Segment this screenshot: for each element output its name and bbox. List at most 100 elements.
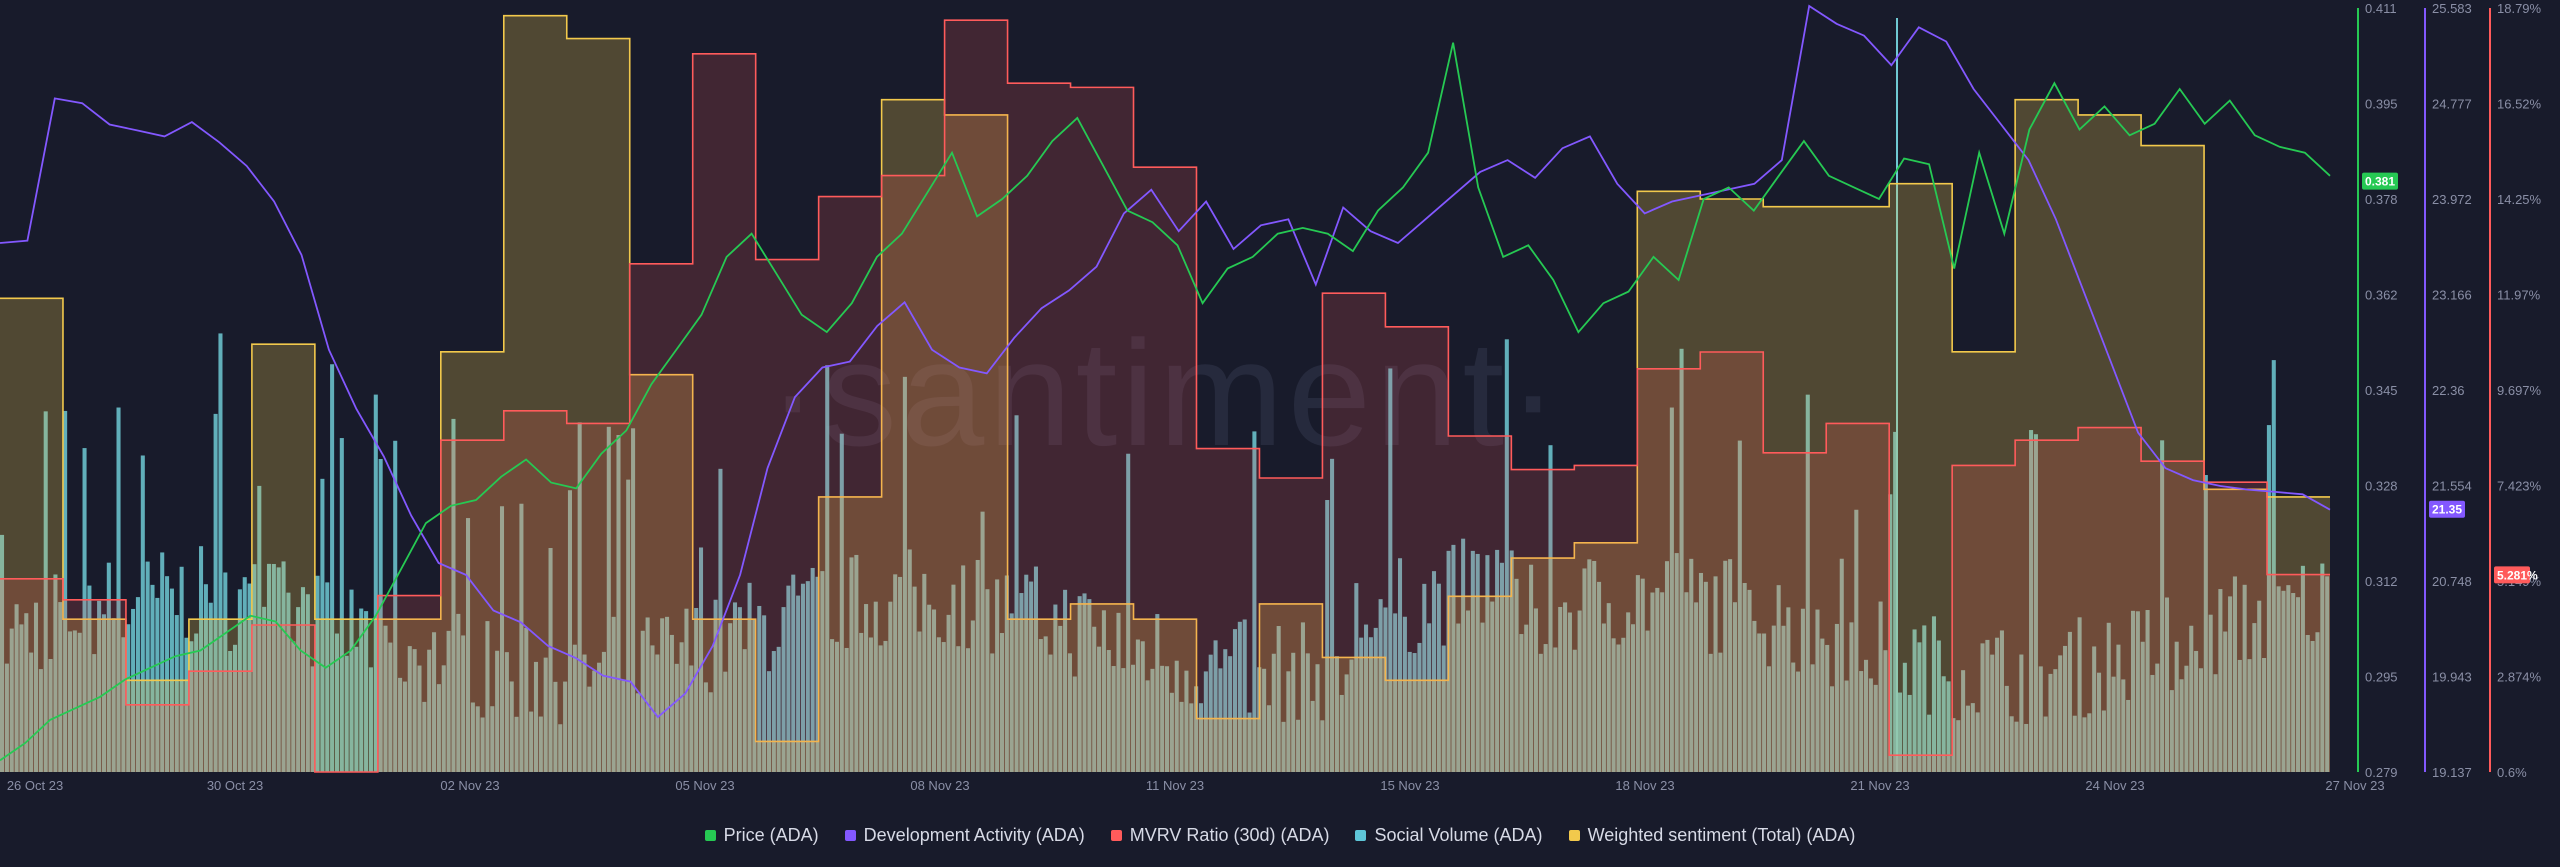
social-volume-bar	[1660, 592, 1665, 772]
social-volume-bar	[2262, 658, 2267, 772]
social-volume-bar	[1844, 680, 1849, 772]
price-current-badge-bg	[2362, 172, 2398, 190]
social-volume-bar	[1300, 622, 1305, 772]
social-volume-bar	[1504, 339, 1509, 772]
social-volume-bar	[1655, 587, 1660, 772]
social-volume-bar	[368, 667, 373, 772]
social-volume-bar	[820, 571, 825, 772]
social-volume-bar	[2155, 663, 2160, 772]
legend-label-weighted-sentiment: Weighted sentiment (Total) (ADA)	[1587, 824, 1856, 845]
social-volume-bar	[354, 646, 359, 772]
social-volume-bar	[1553, 647, 1558, 772]
social-volume-bar	[1524, 624, 1529, 772]
social-volume-bar	[1286, 671, 1291, 772]
price-line	[0, 42, 2331, 762]
legend-label-social-volume: Social Volume (ADA)	[1374, 824, 1543, 845]
social-volume-bar	[1703, 581, 1708, 772]
social-volume-bar	[266, 563, 272, 772]
legend-item-mvrv[interactable]: MVRV Ratio (30d) (ADA)	[1110, 825, 1329, 846]
social-volume-bar	[956, 646, 961, 772]
social-volume-bar	[786, 585, 791, 772]
social-volume-bar	[1951, 718, 1956, 772]
social-volume-bar	[2024, 723, 2029, 772]
social-volume-bar	[2067, 631, 2072, 772]
social-volume-bar	[1495, 549, 1500, 772]
y-tick-label-mvrv: 7.423%	[2497, 479, 2542, 494]
social-volume-bar	[1019, 593, 1024, 772]
y-tick-label-mvrv: 2.874%	[2497, 670, 2542, 685]
social-volume-bar	[1033, 566, 1038, 772]
social-volume-bar	[553, 681, 558, 772]
legend-item-price[interactable]: Price (ADA)	[704, 824, 819, 846]
social-volume-bar	[1315, 664, 1320, 772]
social-volume-bar	[1189, 703, 1194, 772]
social-volume-bar	[1878, 601, 1883, 772]
social-volume-bar	[1859, 671, 1864, 772]
social-volume-bar	[732, 602, 738, 772]
social-volume-bar	[1864, 659, 1869, 772]
social-volume-bar	[1752, 620, 1757, 772]
social-volume-bar	[674, 663, 679, 772]
social-volume-bar	[2169, 690, 2174, 772]
chart-legend: Price (ADA) Development Activity (ADA) M…	[0, 820, 2560, 850]
social-volume-bar	[1029, 581, 1034, 772]
social-volume-bar	[1868, 678, 1873, 772]
y-tick-label-price: 0.378	[2365, 192, 2398, 207]
social-volume-bar	[2043, 716, 2048, 772]
y-tick-label-mvrv: 16.52%	[2497, 97, 2542, 112]
social-volume-bar	[2004, 685, 2009, 772]
social-volume-bar	[1917, 642, 1922, 772]
social-volume-bar	[1436, 583, 1441, 772]
y-tick-label-mvrv: 0.6%	[2497, 765, 2527, 780]
social-volume-bar	[1373, 627, 1378, 772]
social-volume-bar	[1291, 652, 1296, 772]
legend-label-price: Price (ADA)	[723, 824, 819, 845]
social-volume-bar	[33, 602, 39, 772]
social-volume-bar	[1931, 616, 1937, 772]
social-volume-bar	[2033, 434, 2038, 772]
social-volume-bar	[310, 666, 315, 772]
social-volume-bar	[174, 615, 179, 772]
y-tick-label-dev_activity: 23.972	[2432, 192, 2472, 207]
social-volume-bar	[932, 609, 937, 772]
social-volume-bar	[558, 724, 563, 772]
social-volume-bar	[1985, 639, 1990, 772]
social-volume-bar	[1631, 624, 1636, 772]
social-volume-bar	[1266, 705, 1271, 772]
watermark: ·santiment·	[768, 309, 1562, 477]
social-volume-bar	[839, 433, 844, 772]
social-volume-bar	[1325, 500, 1330, 772]
social-volume-bar	[495, 650, 500, 772]
social-volume-bar	[1766, 666, 1771, 772]
social-volume-bar	[2082, 717, 2087, 772]
social-volume-bar	[1698, 572, 1704, 772]
social-volume-bar	[247, 583, 252, 772]
legend-item-weighted-sentiment[interactable]: Weighted sentiment (Total) (ADA)	[1568, 824, 1856, 846]
social-volume-bar	[1839, 558, 1844, 772]
social-volume-bar	[1820, 638, 1825, 772]
social-volume-bar	[1208, 654, 1213, 772]
social-volume-bar	[1014, 415, 1019, 772]
social-volume-bar	[1548, 445, 1553, 772]
social-volume-bar	[868, 637, 873, 772]
social-volume-bar	[1009, 613, 1014, 772]
social-volume-bar	[359, 608, 364, 772]
social-volume-bar	[1145, 680, 1150, 772]
social-volume-bar	[1490, 601, 1495, 772]
legend-item-dev-activity[interactable]: Development Activity (ADA)	[844, 825, 1085, 846]
social-volume-bar	[1218, 668, 1223, 772]
social-volume-bar	[1422, 583, 1427, 772]
social-volume-bar	[689, 665, 694, 772]
social-volume-bar	[378, 459, 383, 772]
social-volume-bar	[665, 616, 670, 772]
social-volume-bar	[2087, 713, 2092, 772]
social-volume-bar	[970, 620, 975, 772]
social-volume-bar	[1407, 651, 1412, 772]
social-volume-bar	[1567, 612, 1572, 772]
social-volume-bar	[1155, 614, 1160, 772]
axis-price: 0.411 0.395 0.378 0.362 0.345 0.328 0.312 0.295…	[2357, 1, 2398, 780]
legend-item-social-volume[interactable]: Social Volume (ADA)	[1355, 824, 1543, 846]
social-volume-bar	[1179, 701, 1184, 772]
social-volume-bar	[2126, 699, 2131, 772]
social-volume-bar	[1538, 653, 1543, 772]
